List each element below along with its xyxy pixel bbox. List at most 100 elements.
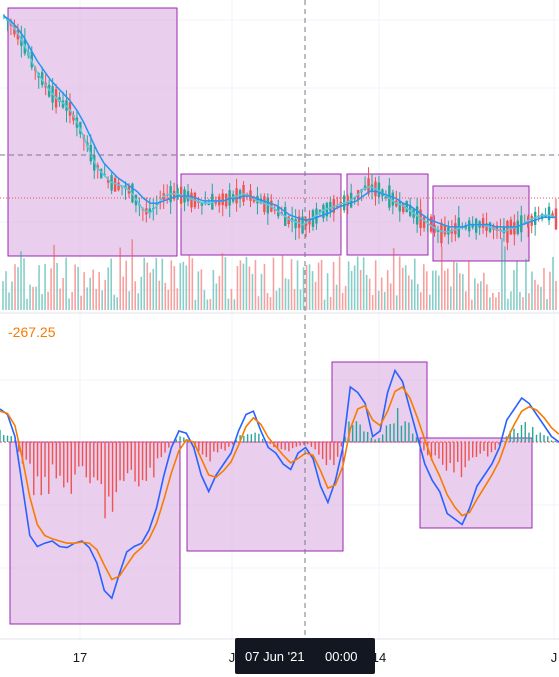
volume-bar (504, 246, 506, 310)
volume-bar (516, 261, 518, 310)
volume-bar (200, 269, 203, 310)
volume-bar (290, 259, 293, 310)
volume-bar (377, 290, 380, 310)
oscillator-histogram-bar (104, 442, 106, 519)
price-pane[interactable] (0, 0, 559, 313)
time-axis[interactable]: 17 J 14 J 07 Jun '21 00:00 (0, 638, 559, 674)
oscillator-histogram-bar (141, 442, 144, 481)
oscillator-histogram-bar (498, 442, 500, 445)
candle-body (447, 227, 450, 235)
volume-bar (89, 277, 91, 310)
oscillator-histogram-bar (310, 442, 313, 447)
oscillator-histogram-bar (550, 440, 553, 442)
volume-bar (14, 264, 16, 310)
oscillator-histogram-bar (513, 428, 515, 442)
volume-bar (173, 266, 176, 310)
volume-bar (462, 274, 464, 310)
volume-bar (194, 299, 197, 310)
oscillator-histogram-bar (0, 429, 1, 442)
oscillator-histogram-bar (479, 442, 481, 454)
volume-bar (471, 299, 473, 310)
oscillator-histogram-bar (111, 442, 114, 512)
volume-bar (329, 296, 332, 310)
volume-bar (218, 275, 221, 310)
candle-body (13, 25, 16, 35)
volume-bar (197, 271, 200, 310)
oscillator-histogram-bar (475, 442, 478, 457)
oscillator-histogram-bar (179, 436, 181, 442)
oscillator-histogram-bar (321, 442, 324, 460)
oscillator-histogram-bar (524, 422, 526, 442)
volume-bar (104, 280, 106, 310)
candle-body (308, 218, 311, 225)
volume-bar (347, 261, 350, 310)
oscillator-histogram-bar (378, 438, 380, 442)
oscillator-histogram-bar (434, 442, 436, 456)
oscillator-histogram-bar (6, 435, 9, 442)
volume-bar (344, 285, 347, 310)
oscillator-histogram-bar (543, 435, 545, 442)
oscillator-histogram-bar (276, 442, 279, 448)
candle-body (322, 204, 325, 219)
candle-body (131, 183, 134, 203)
oscillator-histogram-bar (235, 440, 238, 442)
volume-bar (453, 260, 455, 310)
oscillator-histogram-bar (355, 421, 358, 442)
candle-body (273, 209, 276, 211)
oscillator-histogram-bar (381, 434, 384, 442)
oscillator-histogram-bar (517, 432, 519, 442)
volume-bar (422, 264, 425, 310)
oscillator-histogram-bar (29, 442, 31, 464)
volume-bar (386, 270, 389, 310)
candle-body (481, 218, 485, 228)
candle-body (547, 206, 551, 221)
volume-bar (278, 287, 281, 310)
volume-bar (251, 273, 254, 310)
volume-bar (119, 247, 122, 310)
volume-bar (248, 266, 251, 310)
volume-bar (125, 260, 128, 310)
candle-body (422, 216, 426, 228)
volume-bar (489, 297, 491, 310)
oscillator-histogram-bar (160, 442, 163, 457)
oscillator-histogram-bar (344, 436, 346, 442)
volume-bar (293, 289, 296, 310)
oscillator-histogram-bar (490, 442, 493, 453)
candle-body (113, 178, 117, 192)
oscillator-histogram-bar (220, 442, 223, 449)
oscillator-histogram-bar (359, 424, 361, 442)
volume-bar (362, 257, 365, 310)
oscillator-histogram-bar (269, 442, 271, 444)
oscillator-histogram-bar (325, 442, 328, 466)
volume-bar (465, 291, 467, 310)
oscillator-histogram-bar (254, 432, 256, 442)
volume-bar (224, 257, 227, 310)
candle-body (454, 223, 457, 235)
volume-bar (206, 299, 209, 310)
volume-bar (447, 268, 449, 310)
oscillator-histogram-bar (472, 442, 474, 458)
candle-body (68, 102, 72, 116)
volume-bar (164, 282, 167, 310)
oscillator-histogram-bar (351, 424, 354, 442)
volume-bar (101, 290, 103, 310)
oscillator-histogram-bar (138, 442, 140, 487)
oscillator-pane[interactable]: -267.25 (0, 313, 559, 639)
oscillator-histogram-bar (532, 426, 534, 442)
volume-bar (305, 265, 308, 310)
volume-bar (137, 293, 140, 310)
candle-body (58, 97, 61, 102)
candle-body (520, 215, 523, 233)
candle-body (256, 195, 259, 204)
oscillator-lines (0, 368, 559, 600)
volume-bar (29, 284, 31, 310)
candle-body (297, 216, 301, 228)
volume-bar (284, 278, 287, 310)
oscillator-histogram-bar (318, 442, 320, 455)
candle-body (190, 192, 193, 208)
oscillator-histogram-bar (445, 442, 448, 471)
volume-bar (191, 258, 194, 310)
oscillator-histogram-bar (449, 442, 451, 464)
oscillator-histogram-bar (123, 442, 125, 482)
